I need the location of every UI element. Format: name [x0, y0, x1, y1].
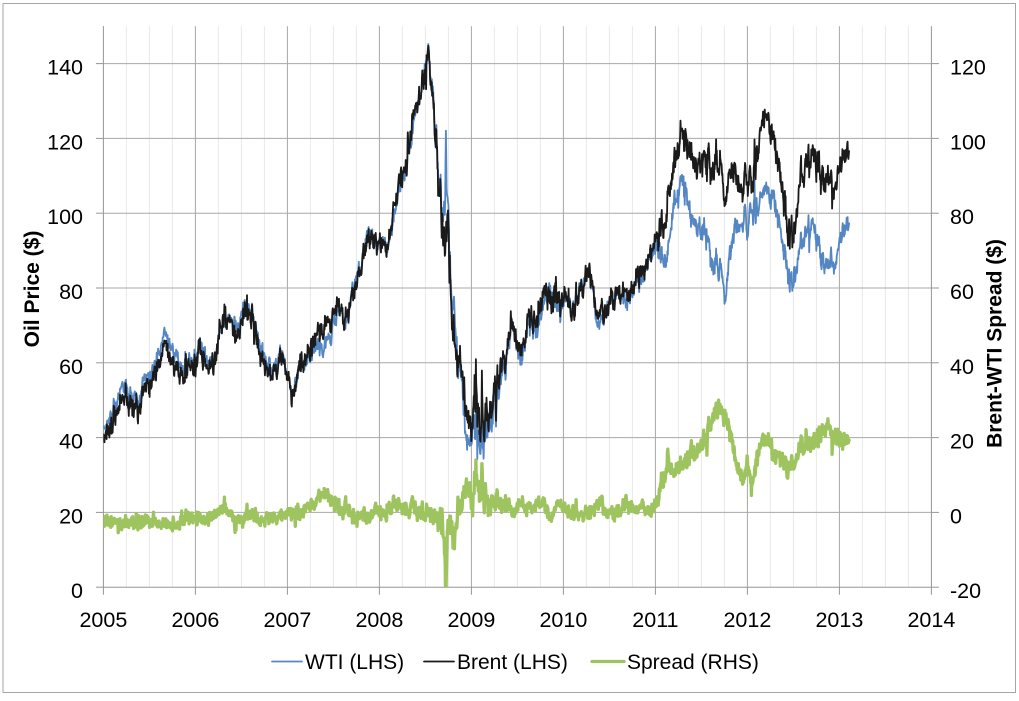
svg-text:20: 20 — [950, 430, 974, 454]
svg-text:140: 140 — [47, 56, 83, 80]
svg-text:60: 60 — [950, 280, 974, 304]
svg-text:80: 80 — [59, 280, 83, 304]
svg-text:Brent-WTI Spread ($): Brent-WTI Spread ($) — [984, 239, 1007, 448]
svg-text:80: 80 — [950, 205, 974, 229]
svg-text:20: 20 — [59, 504, 83, 528]
svg-text:2007: 2007 — [263, 608, 311, 632]
svg-text:WTI (LHS): WTI (LHS) — [305, 651, 404, 674]
svg-text:0: 0 — [950, 504, 962, 528]
svg-text:40: 40 — [950, 355, 974, 379]
svg-text:2012: 2012 — [723, 608, 771, 632]
svg-text:60: 60 — [59, 355, 83, 379]
svg-text:2009: 2009 — [447, 608, 495, 632]
svg-text:40: 40 — [59, 430, 83, 454]
svg-text:Spread (RHS): Spread (RHS) — [627, 651, 759, 674]
svg-text:120: 120 — [950, 56, 986, 80]
svg-text:100: 100 — [47, 205, 83, 229]
svg-text:100: 100 — [950, 130, 986, 154]
svg-text:2010: 2010 — [539, 608, 587, 632]
svg-text:2013: 2013 — [815, 608, 863, 632]
svg-text:2014: 2014 — [907, 608, 955, 632]
svg-text:120: 120 — [47, 130, 83, 154]
svg-text:2008: 2008 — [355, 608, 403, 632]
svg-text:Brent (LHS): Brent (LHS) — [457, 651, 568, 674]
svg-text:Oil Price ($): Oil Price ($) — [21, 231, 44, 348]
svg-text:0: 0 — [71, 579, 83, 603]
svg-text:2006: 2006 — [171, 608, 219, 632]
svg-text:2005: 2005 — [79, 608, 127, 632]
svg-text:2011: 2011 — [632, 608, 678, 632]
svg-text:-20: -20 — [950, 579, 981, 603]
